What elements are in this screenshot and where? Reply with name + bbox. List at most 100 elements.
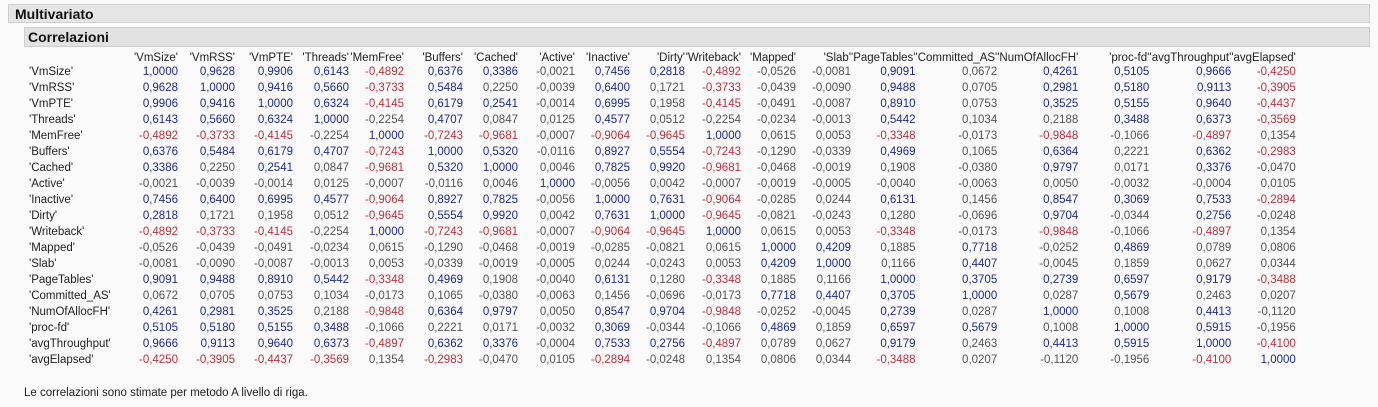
correlation-cell: 0,5484: [427, 82, 463, 94]
correlation-cell: -0,0252: [1039, 242, 1079, 254]
correlation-cell: 0,6179: [427, 98, 463, 110]
correlation-cell: -0,7243: [423, 130, 463, 142]
correlation-cell: -0,4100: [1256, 338, 1296, 350]
row-label: 'MemFree': [29, 130, 83, 142]
correlation-cell: -0,0526: [756, 66, 796, 78]
correlation-cell: 0,0053: [368, 258, 404, 270]
correlation-cell: -0,3905: [1256, 82, 1296, 94]
correlation-cell: 0,1456: [594, 290, 630, 302]
correlation-cell: 0,9920: [482, 210, 518, 222]
correlation-cell: 0,5320: [427, 162, 463, 174]
correlation-cell: 0,2818: [142, 210, 178, 222]
correlation-cell: 0,9091: [880, 66, 916, 78]
correlation-cell: 0,7718: [760, 290, 796, 302]
correlation-cell: -0,9645: [701, 210, 741, 222]
correlation-cell: -0,1066: [364, 322, 404, 334]
correlation-cell: 0,1859: [815, 322, 851, 334]
column-header: 'Buffers': [422, 52, 463, 64]
correlation-cell: 0,4413: [1043, 338, 1079, 350]
correlation-cell: -0,0234: [756, 114, 796, 126]
correlation-cell: -0,0007: [701, 178, 741, 190]
correlation-cell: -0,0063: [958, 178, 998, 190]
table-row: 'MemFree' -0,4892 -0,3733 -0,4145 -0,2254 1,0…: [24, 128, 1296, 144]
column-header: 'avgElapsed': [1231, 52, 1296, 64]
correlation-cell: -0,9848: [364, 306, 404, 318]
correlation-cell: 0,4707: [313, 146, 349, 158]
correlation-cell: 0,0753: [962, 98, 998, 110]
correlation-cell: -0,4892: [138, 226, 178, 238]
correlation-cell: 0,5442: [313, 274, 349, 286]
correlation-cell: 0,3525: [1043, 98, 1079, 110]
correlation-cell: -0,3733: [195, 226, 235, 238]
table-row: 'NumOfAllocFH' 0,4261 0,2981 0,3525 0,2188 -0…: [24, 304, 1296, 320]
correlation-cell: 0,2188: [1043, 114, 1079, 126]
correlation-cell: 0,7533: [594, 338, 630, 350]
correlation-cell: 1,0000: [142, 66, 178, 78]
correlation-cell: -0,3733: [195, 130, 235, 142]
correlations-outline-header[interactable]: Correlazioni: [24, 27, 1370, 47]
correlation-cell: 0,1958: [649, 98, 685, 110]
correlation-cell: 0,5679: [1114, 290, 1150, 302]
correlation-cell: -0,0090: [811, 82, 851, 94]
multivariate-outline-header[interactable]: Multivariato: [8, 4, 1370, 23]
correlation-cell: -0,3733: [701, 82, 741, 94]
correlation-cell: -0,0063: [535, 290, 575, 302]
correlation-cell: 0,5105: [142, 322, 178, 334]
table-row: 'PageTables' 0,9091 0,9488 0,8910 0,5442 -0,3…: [24, 272, 1296, 288]
correlation-cell: -0,2983: [1256, 146, 1296, 158]
correlation-cell: 0,9906: [257, 66, 293, 78]
correlation-cell: 0,0789: [1196, 242, 1232, 254]
table-row: 'avgElapsed' -0,4250 -0,3905 -0,4437 -0,3569…: [24, 352, 1296, 368]
correlation-cell: -0,0439: [756, 82, 796, 94]
correlation-cell: 0,7456: [142, 194, 178, 206]
table-row: 'Cached' 0,3386 0,2250 0,2541 0,0847 -0,9681 0…: [24, 160, 1296, 176]
correlation-cell: 0,0753: [257, 290, 293, 302]
correlation-cell: 0,8927: [594, 146, 630, 158]
correlation-cell: 0,5915: [1114, 338, 1150, 350]
correlation-cell: 0,5155: [257, 322, 293, 334]
correlation-cell: -0,2254: [701, 114, 741, 126]
correlation-cell: 0,6373: [1196, 114, 1232, 126]
correlation-cell: 0,3069: [594, 322, 630, 334]
correlation-cell: 0,4407: [962, 258, 998, 270]
correlation-cell: -0,2254: [309, 226, 349, 238]
row-label: 'Dirty': [29, 210, 58, 222]
row-label: 'Cached': [29, 162, 74, 174]
correlation-cell: 0,7533: [1196, 194, 1232, 206]
correlation-cell: -0,7243: [423, 226, 463, 238]
correlation-cell: 0,1034: [313, 290, 349, 302]
correlation-cell: 0,2188: [313, 306, 349, 318]
correlation-cell: -0,0005: [535, 258, 575, 270]
correlation-cell: 1,0000: [1260, 354, 1296, 366]
correlation-cell: 0,6376: [427, 66, 463, 78]
correlation-cell: 0,2739: [880, 306, 916, 318]
correlation-cell: 0,4869: [760, 322, 796, 334]
correlation-cell: 1,0000: [594, 194, 630, 206]
correlation-cell: 0,2541: [257, 162, 293, 174]
row-label: 'avgThroughput': [29, 338, 111, 350]
correlation-cell: 0,4577: [594, 114, 630, 126]
table-row: 'Inactive' 0,7456 0,6400 0,6995 0,4577 -0,906…: [24, 192, 1296, 208]
correlation-cell: -0,7243: [701, 146, 741, 158]
column-header: 'Threads': [302, 52, 349, 64]
correlation-cell: 0,1721: [649, 82, 685, 94]
correlation-cell: 0,6362: [427, 338, 463, 350]
correlation-cell: 0,9640: [257, 338, 293, 350]
correlation-cell: -0,0285: [590, 242, 630, 254]
column-header: 'VmPTE': [248, 52, 293, 64]
correlation-cell: 0,0806: [1260, 242, 1296, 254]
correlation-cell: -0,2894: [1256, 194, 1296, 206]
row-label: 'Buffers': [29, 146, 70, 158]
table-row: 'Slab' -0,0081 -0,0090 -0,0087 -0,0013 0,0053…: [24, 256, 1296, 272]
column-header: 'Inactive': [585, 52, 630, 64]
correlation-cell: -0,3733: [364, 82, 404, 94]
table-row: 'Buffers' 0,6376 0,5484 0,6179 0,4707 -0,7243…: [24, 144, 1296, 160]
correlation-cell: -0,4897: [364, 338, 404, 350]
column-header: 'Slab': [823, 52, 851, 64]
correlation-matrix: 'VmSize' 'VmRSS' 'VmPTE' 'Threads' 'MemFree'…: [24, 50, 1296, 368]
table-row: 'VmSize' 1,0000 0,9628 0,9906 0,6143 -0,4892 0…: [24, 64, 1296, 80]
correlation-cell: 0,1008: [1043, 322, 1079, 334]
column-header-row: 'VmSize' 'VmRSS' 'VmPTE' 'Threads' 'MemFree'…: [24, 50, 1296, 64]
correlation-cell: -0,0491: [253, 242, 293, 254]
correlation-cell: -0,0081: [138, 258, 178, 270]
